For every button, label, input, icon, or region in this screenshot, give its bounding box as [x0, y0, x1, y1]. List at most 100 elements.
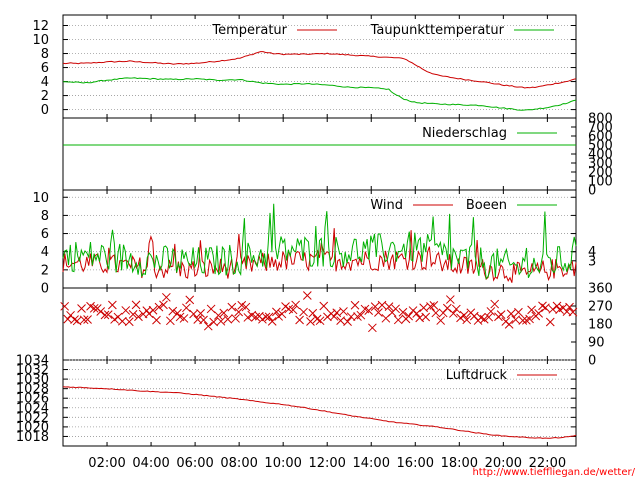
data-point	[295, 315, 304, 325]
data-point	[63, 314, 73, 324]
data-point	[522, 315, 531, 325]
data-point	[261, 312, 271, 322]
series-line	[62, 228, 577, 283]
data-point	[552, 301, 562, 311]
x-tick-label: 02:00	[88, 456, 125, 471]
data-point	[398, 307, 408, 317]
data-point	[299, 307, 308, 317]
data-point	[251, 312, 261, 322]
data-point	[391, 304, 400, 314]
data-point	[152, 315, 161, 325]
data-point	[227, 302, 237, 312]
legend-label: Taupunkttemperatur	[370, 23, 505, 38]
data-point	[100, 310, 110, 320]
data-point	[393, 315, 403, 325]
data-point	[168, 306, 178, 316]
y-tick-label: 1020	[16, 420, 49, 435]
data-point	[213, 311, 223, 320]
data-point	[346, 312, 356, 322]
y2-tick-label: 0	[588, 184, 596, 199]
y-tick-label: 8	[41, 209, 49, 224]
data-point	[223, 314, 233, 324]
data-point	[496, 310, 506, 319]
data-point	[96, 307, 106, 316]
x-axis: 02:00 04:00 06:00 08:00 10:00 12:00 14:00 16:00…	[88, 456, 566, 471]
legend-label: Boeen	[466, 198, 507, 213]
y-tick-label: 4	[41, 245, 49, 260]
data-point	[234, 307, 244, 317]
data-point	[525, 314, 534, 324]
y-tick-label: 10	[32, 191, 49, 206]
data-point	[426, 302, 435, 311]
y-tick-label: 12	[32, 19, 49, 34]
data-point	[479, 314, 489, 324]
data-point	[451, 304, 461, 314]
panel-winddir: 0 90 180 270 360	[60, 282, 613, 369]
y-tick-label: 6	[41, 227, 49, 242]
data-point	[243, 313, 253, 322]
footer-url[interactable]: http://www.tieffliegan.de/wetter/	[472, 467, 635, 478]
data-point	[302, 291, 312, 300]
data-point	[538, 301, 547, 311]
series-line	[62, 77, 577, 111]
y-tick-label: 8	[41, 47, 49, 62]
data-point	[185, 295, 195, 305]
legend-label: Temperatur	[211, 23, 287, 38]
data-point	[565, 302, 574, 312]
data-point	[148, 305, 158, 315]
data-point	[199, 315, 208, 325]
y-tick-label: 1022	[16, 411, 49, 426]
data-point	[173, 308, 182, 318]
data-point	[350, 300, 360, 310]
data-point	[506, 309, 516, 319]
data-point	[306, 317, 315, 326]
data-point	[504, 319, 514, 329]
data-point	[60, 301, 70, 311]
data-point	[179, 314, 189, 323]
legend-label: Niederschlag	[422, 126, 507, 141]
y2-tick-label: 4	[588, 245, 596, 260]
x-tick-label: 10:00	[264, 456, 301, 471]
data-point	[356, 310, 366, 320]
data-point	[384, 302, 394, 311]
y2-tick-label: 300	[588, 157, 613, 172]
data-point	[548, 304, 558, 314]
data-point	[83, 315, 92, 324]
data-point	[134, 312, 143, 322]
panel-frame	[62, 359, 577, 447]
data-point	[368, 323, 377, 333]
data-point	[370, 302, 380, 311]
y2-tick-label: 700	[588, 121, 613, 136]
data-point	[374, 308, 383, 317]
data-point	[449, 309, 458, 318]
data-point	[429, 301, 439, 310]
data-point	[462, 315, 472, 325]
x-tick-label: 12:00	[308, 456, 345, 471]
data-point	[267, 317, 277, 326]
x-tick-label: 22:00	[529, 456, 566, 471]
data-point	[312, 314, 322, 324]
data-point	[159, 300, 168, 310]
data-point	[277, 309, 287, 319]
y-tick-label: 1028	[16, 382, 49, 397]
data-point	[241, 302, 251, 312]
y-tick-label: 1026	[16, 392, 49, 407]
y-tick-label: 1024	[16, 401, 49, 416]
data-point	[219, 308, 229, 318]
data-point	[511, 315, 520, 325]
data-point	[124, 317, 134, 327]
x-tick-label: 14:00	[353, 456, 390, 471]
data-point	[308, 308, 318, 318]
data-point	[206, 304, 216, 314]
data-point	[189, 309, 198, 319]
y-tick-label: 6	[41, 61, 49, 76]
data-point	[412, 309, 422, 318]
data-point	[431, 308, 441, 318]
data-point	[315, 316, 325, 326]
y-tick-label: 10	[32, 33, 49, 48]
x-tick-label: 18:00	[441, 456, 478, 471]
data-point	[131, 300, 141, 310]
